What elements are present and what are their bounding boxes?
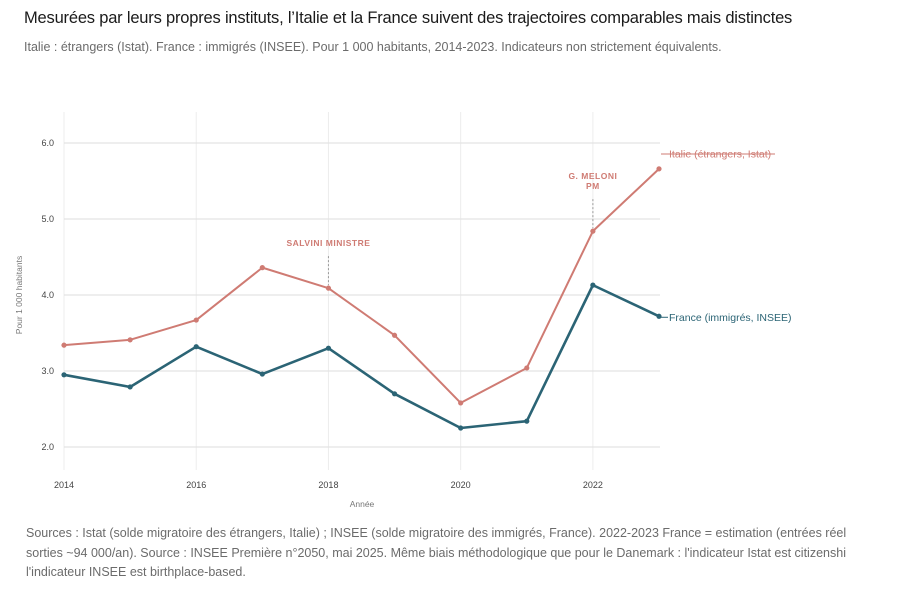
grid: [63, 112, 660, 470]
data-point: [590, 228, 596, 234]
data-point: [193, 317, 199, 323]
y-tick-label: 5.0: [41, 214, 54, 224]
series-lines: [61, 166, 662, 431]
y-tick-label: 3.0: [41, 366, 54, 376]
data-point: [325, 345, 332, 351]
data-point: [61, 372, 67, 378]
annotation-label: PM: [586, 181, 600, 191]
series-line-italie: [63, 168, 660, 404]
data-point: [193, 344, 199, 350]
chart-title: Mesurées par leurs propres instituts, l’…: [24, 9, 793, 27]
x-tick-label: 2022: [583, 480, 603, 490]
data-point: [590, 282, 596, 288]
data-point: [259, 265, 265, 271]
data-point: [61, 342, 67, 348]
data-point: [325, 285, 332, 291]
y-axis-title: Pour 1 000 habitants: [14, 256, 24, 334]
axes: 2014 2016 2018 2020 2022 2.0 3.0 4.0 5.0 6.0: [41, 138, 602, 490]
series-line-france: [63, 283, 660, 430]
data-point: [127, 384, 133, 390]
annotation-label: SALVINI MINISTRE: [287, 238, 371, 248]
x-tick-label: 2016: [186, 480, 206, 490]
footer-line: l'indicateur INSEE est birthplace-based.: [26, 565, 246, 579]
data-point: [524, 365, 530, 371]
data-point: [127, 337, 133, 343]
data-point: [458, 425, 464, 431]
footer-line: sorties ~94 000/an). Source : INSEE Prem…: [26, 545, 846, 560]
chart-subtitle: Italie : étrangers (Istat). France : imm…: [24, 40, 722, 54]
x-tick-label: 2014: [54, 480, 74, 490]
x-tick-label: 2020: [451, 480, 471, 490]
data-point: [656, 166, 662, 172]
data-point: [391, 391, 398, 397]
footer-line: Sources : Istat (solde migratoire des ét…: [26, 526, 847, 540]
annotation-label: G. MELONI: [568, 171, 617, 181]
y-tick-label: 4.0: [41, 290, 54, 300]
data-point: [391, 332, 398, 338]
footer-sources: Sources : Istat (solde migratoire des ét…: [26, 524, 900, 583]
series-label: Italie (étrangers, Istat): [669, 149, 771, 161]
data-point: [259, 371, 265, 377]
y-tick-label: 2.0: [41, 442, 54, 452]
series-labels: Italie (étrangers, Istat) France (immigré…: [661, 149, 792, 324]
x-axis-title: Année: [350, 499, 375, 509]
x-tick-label: 2018: [318, 480, 338, 490]
data-point: [656, 313, 662, 319]
series-label: France (immigrés, INSEE): [669, 312, 792, 324]
data-point: [524, 418, 530, 424]
y-tick-label: 6.0: [41, 138, 54, 148]
data-point: [458, 400, 464, 406]
